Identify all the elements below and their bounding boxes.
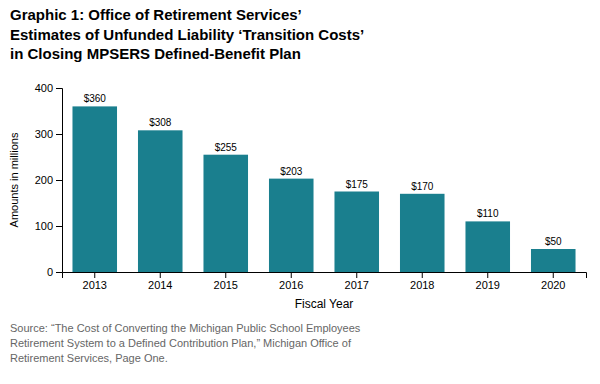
bar	[400, 194, 445, 272]
y-axis: 0 100 200 300 400	[35, 82, 63, 278]
y-tick: 300	[35, 128, 62, 140]
title: Graphic 1: Office of Retirement Services…	[10, 6, 364, 62]
x-axis-line	[63, 273, 587, 279]
y-tick-label: 200	[35, 174, 53, 186]
y-tick: 0	[47, 266, 62, 278]
bar	[138, 130, 183, 272]
x-axis: 2013 2014 2015 2016 2017 2018 2019 2020	[63, 272, 587, 291]
y-tick-label: 300	[35, 128, 53, 140]
x-tick: 2013	[83, 272, 107, 291]
x-tick-label: 2018	[410, 279, 434, 291]
plot: 0100200300400201320142015201620172018201…	[8, 82, 587, 311]
bar	[531, 249, 576, 272]
data-label: $110	[477, 208, 499, 219]
x-tick-mark	[487, 272, 488, 278]
x-tick: 2018	[410, 272, 434, 291]
x-tick: 2016	[279, 272, 303, 291]
x-tick: 2017	[345, 272, 369, 291]
x-tick: 2020	[541, 272, 565, 291]
y-tick: 400	[35, 82, 62, 94]
y-axis-title: Amounts in millions	[8, 132, 20, 227]
x-tick-label: 2016	[279, 279, 303, 291]
bar	[203, 155, 248, 272]
y-tick-mark	[56, 272, 62, 273]
y-tick-mark	[56, 180, 62, 181]
data-label: $255	[215, 142, 238, 153]
x-tick-label: 2017	[345, 279, 369, 291]
x-tick-mark	[356, 272, 357, 278]
x-tick-mark	[160, 272, 161, 278]
y-tick-label: 0	[47, 266, 53, 278]
bar	[334, 192, 379, 273]
x-tick-mark	[94, 272, 95, 278]
y-tick: 200	[35, 174, 62, 186]
x-tick-mark	[553, 272, 554, 278]
x-tick: 2014	[148, 272, 172, 291]
bars	[72, 106, 575, 272]
y-tick-label: 100	[35, 220, 53, 232]
x-tick-mark	[422, 272, 423, 278]
data-label: $203	[280, 166, 303, 177]
x-tick-mark	[225, 272, 226, 278]
x-axis-title: Fiscal Year	[295, 297, 354, 311]
x-tick-label: 2014	[148, 279, 172, 291]
chart: Graphic 1: Office of Retirement Services…	[0, 0, 600, 384]
y-tick-mark	[56, 134, 62, 135]
x-tick: 2019	[476, 272, 500, 291]
annotation: Source: “The Cost of Converting the Mich…	[10, 322, 361, 364]
x-tick-label: 2019	[476, 279, 500, 291]
y-tick-mark	[56, 226, 62, 227]
x-tick-label: 2013	[83, 279, 107, 291]
x-tick-mark	[291, 272, 292, 278]
bar	[465, 221, 510, 272]
x-tick-label: 2015	[214, 279, 238, 291]
data-label: $308	[149, 117, 172, 128]
y-tick-label: 400	[35, 82, 53, 94]
bar	[269, 179, 314, 272]
y-tick: 100	[35, 220, 62, 232]
x-tick-label: 2020	[541, 279, 565, 291]
data-label: $170	[411, 181, 434, 192]
x-tick: 2015	[214, 272, 238, 291]
data-label: $50	[545, 236, 562, 247]
y-tick-mark	[56, 88, 62, 89]
data-label: $175	[346, 179, 369, 190]
bar	[72, 106, 117, 272]
y-axis-line	[56, 89, 63, 273]
data-labels: $360 $308 $255 $203 $175 $170 $110 $50	[84, 93, 562, 247]
data-label: $360	[84, 93, 107, 104]
